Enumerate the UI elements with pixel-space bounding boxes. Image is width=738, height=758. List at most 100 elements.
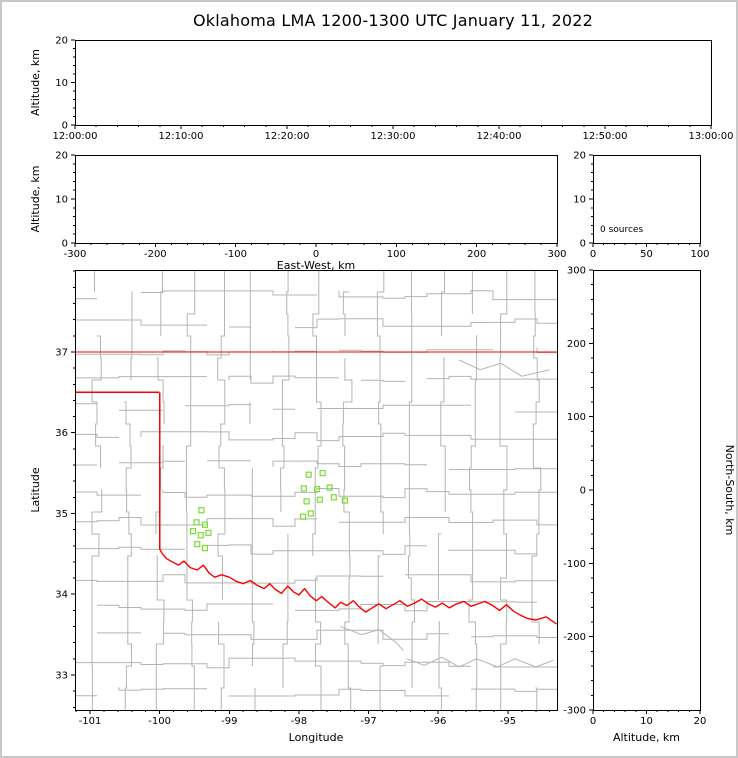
x-tick-label: 200 [467,249,486,260]
county-boundary-line [440,357,446,512]
county-boundary-line [124,401,132,710]
river-line [458,359,550,377]
county-boundary-line [471,635,557,638]
county-boundary-line [377,555,381,644]
lma-source-point [316,496,323,503]
county-boundary-line [185,404,251,407]
figure-title: Oklahoma LMA 1200-1300 UTC January 11, 2… [193,11,593,30]
x-tick-label: 50 [640,249,653,260]
x-tick-label: -97 [360,716,376,727]
county-boundary-line [130,291,133,380]
y-tick-label: -200 [563,632,586,643]
lma-source-point [197,532,204,539]
county-boundary-line [97,603,273,611]
axis-ticks: -300 -200 -100 0 100 200 300 0 10 20 [55,151,566,261]
x-tick-label: -96 [430,716,446,727]
county-boundary-line [141,290,317,296]
y-tick-label: 10 [573,195,586,206]
county-boundary-line [75,350,251,356]
y-tick-label: 37 [55,347,68,358]
county-boundary-line [75,517,317,527]
lma-source-point [303,498,310,505]
y-tick-label: 0 [580,239,586,250]
lma-source-point [201,545,209,552]
county-boundary-line [295,601,537,612]
lma-source-point [305,471,312,478]
county-boundary-line [75,491,141,496]
county-boundary-line [140,431,557,442]
county-boundary-line [531,270,542,644]
x-tick-label: -99 [221,716,237,727]
lma-source-point [198,507,205,514]
x-tick-label: 12:20:00 [265,131,310,142]
y-tick-label: 20 [573,151,586,162]
y-tick-label: -100 [563,559,586,570]
x-tick-label: 12:50:00 [583,131,628,142]
y-tick-label: -300 [563,706,586,717]
county-boundary-line [280,270,290,512]
county-boundaries [75,270,557,710]
county-boundary-line [342,291,350,336]
y-tick-label: 0 [62,121,68,132]
panel-frame [75,40,712,126]
y-tick-label: 100 [567,412,586,423]
x-tick-label: -300 [64,249,87,260]
county-boundary-line [155,445,164,534]
panel-frame [593,270,701,711]
county-boundary-line [228,375,339,384]
county-boundary-line [228,688,449,697]
x-tick-label: -100 [224,249,247,260]
county-boundary-line [405,574,557,583]
x-tick-label: -100 [148,716,171,727]
x-tick-label: 12:40:00 [477,131,522,142]
y-tick-label: 10 [55,78,68,89]
lma-source-point [307,510,314,517]
county-boundary-line [118,687,207,691]
county-boundary-line [163,629,449,640]
y-tick-label: 0 [580,486,586,497]
county-boundary-line [312,270,322,556]
county-boundary-line [317,404,471,409]
x-tick-label: 12:30:00 [371,131,416,142]
lma-source-point [341,497,349,504]
x-tick-label: 13:00:00 [689,131,734,142]
county-boundary-line [438,621,442,710]
x-tick-label: 100 [690,249,709,260]
y-tick-label: 33 [55,670,68,681]
y-tick-label: 0 [62,239,68,250]
x-tick-label: -98 [291,716,307,727]
lma-source-point [205,529,212,536]
county-boundary-line [379,665,384,710]
county-boundary-line [156,357,165,424]
county-boundary-line [342,358,353,710]
county-boundary-line [376,270,385,534]
county-boundary-line [471,688,557,692]
county-boundary-line [448,549,537,555]
panel-plan-view: -101 -100 -99 -98 -97 -96 -95 33 34 35 36 37 Longitu… [29,270,558,744]
county-boundary-line [160,270,163,336]
county-boundary-line [75,687,97,697]
county-boundary-line [75,657,471,669]
county-boundary-line [217,270,226,600]
y-tick-label: 20 [55,36,68,47]
panel-ew-height: -300 -200 -100 0 100 200 300 0 10 20 East-West, km… [29,151,567,273]
lma-source-point [330,494,337,501]
y-axis-label-right: North-South, km [723,445,736,536]
county-boundary-line [91,489,103,710]
county-boundary-line [75,574,383,584]
county-boundary-line [207,544,427,555]
county-boundary-line [94,270,96,292]
county-boundary-line [427,375,557,380]
x-tick-label: 0 [313,249,319,260]
y-tick-label: 300 [567,266,586,277]
panel-frame [75,270,558,711]
x-tick-label: 10 [640,716,653,727]
y-axis-label: Altitude, km [29,49,42,116]
county-boundary-line [75,433,119,438]
axis-ticks: 0 10 20 -300 -200 -100 0 100 200 300 [563,266,706,728]
county-boundary-line [499,270,508,710]
y-axis-label: Latitude [29,467,42,513]
x-tick-label: 12:10:00 [159,131,204,142]
lma-source-point [313,486,321,493]
